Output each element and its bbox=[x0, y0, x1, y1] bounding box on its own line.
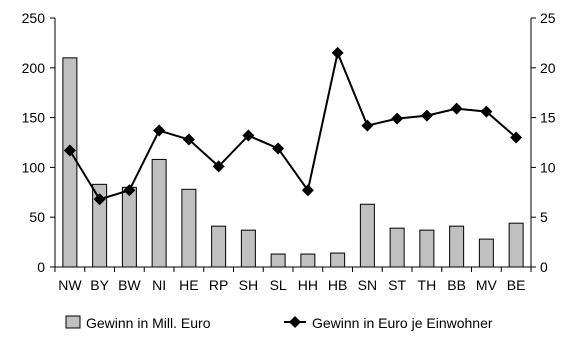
legend-bar-label: Gewinn in Mill. Euro bbox=[86, 315, 211, 331]
right-tick-label: 0 bbox=[540, 259, 548, 275]
point-BY bbox=[93, 193, 106, 206]
point-NI bbox=[153, 124, 166, 137]
x-tick-label: TH bbox=[418, 277, 437, 293]
bar-SH bbox=[240, 229, 256, 268]
right-tick-label: 5 bbox=[540, 209, 548, 225]
bar-BE bbox=[508, 222, 524, 268]
point-BW bbox=[123, 184, 136, 197]
bar-HH bbox=[300, 253, 316, 268]
x-axis: NW BY BW NI HE RP SH SL HH HB SN ST TH BB MV BE bbox=[54, 266, 532, 293]
bar-RP bbox=[211, 225, 227, 268]
x-tick-label: MV bbox=[476, 277, 498, 293]
bar-SN bbox=[359, 203, 375, 268]
right-tick-label: 10 bbox=[540, 159, 556, 175]
point-HB bbox=[331, 46, 344, 59]
point-SN bbox=[361, 119, 374, 132]
point-ST bbox=[391, 112, 404, 125]
left-tick-label: 100 bbox=[22, 159, 46, 175]
legend-line-label: Gewinn in Euro je Einwohner bbox=[312, 315, 493, 331]
legend-bar-swatch bbox=[65, 315, 81, 329]
point-HE bbox=[182, 133, 195, 146]
left-tick-label: 50 bbox=[29, 209, 45, 225]
line-path bbox=[69, 49, 517, 201]
point-SH bbox=[242, 129, 255, 142]
left-y-axis: 0 50 100 150 200 250 bbox=[22, 10, 56, 275]
bar-NW bbox=[62, 57, 78, 268]
left-tick-label: 0 bbox=[37, 259, 45, 275]
x-tick-label: HB bbox=[328, 277, 347, 293]
left-tick-label: 150 bbox=[22, 110, 46, 126]
point-MV bbox=[480, 105, 493, 118]
x-tick-label: NI bbox=[152, 277, 166, 293]
left-tick-label: 200 bbox=[22, 60, 46, 76]
x-tick-label: BB bbox=[447, 277, 466, 293]
x-tick-label: HE bbox=[179, 277, 198, 293]
point-SL bbox=[272, 142, 285, 155]
point-TH bbox=[420, 109, 433, 122]
bar-BY bbox=[92, 183, 108, 268]
point-RP bbox=[212, 160, 225, 173]
right-tick-label: 15 bbox=[540, 110, 556, 126]
point-BE bbox=[510, 131, 523, 144]
x-tick-label: RP bbox=[209, 277, 228, 293]
bar-HB bbox=[330, 252, 346, 268]
bar-series bbox=[62, 57, 524, 268]
legend-line-marker bbox=[289, 316, 301, 328]
bar-ST bbox=[389, 227, 405, 268]
bar-TH bbox=[419, 229, 435, 268]
point-NW bbox=[63, 144, 76, 157]
bar-MV bbox=[478, 238, 494, 268]
x-tick-label: ST bbox=[388, 277, 406, 293]
x-tick-label: SL bbox=[270, 277, 287, 293]
line-series bbox=[63, 46, 523, 206]
bar-NI bbox=[151, 158, 167, 268]
x-tick-label: SN bbox=[358, 277, 377, 293]
x-tick-label: NW bbox=[58, 277, 82, 293]
bar-SL bbox=[270, 253, 286, 268]
x-tick-label: BY bbox=[90, 277, 109, 293]
right-tick-label: 20 bbox=[540, 60, 556, 76]
right-tick-label: 25 bbox=[540, 10, 556, 26]
x-tick-label: BW bbox=[118, 277, 141, 293]
x-tick-label: BE bbox=[507, 277, 526, 293]
bar-BW bbox=[121, 186, 137, 268]
x-tick-label: HH bbox=[298, 277, 318, 293]
x-tick-label: SH bbox=[239, 277, 258, 293]
legend: Gewinn in Mill. Euro Gewinn in Euro je E… bbox=[65, 315, 493, 331]
bar-HE bbox=[181, 188, 197, 268]
bar-BB bbox=[449, 225, 465, 268]
left-tick-label: 250 bbox=[22, 10, 46, 26]
point-HH bbox=[301, 184, 314, 197]
point-BB bbox=[450, 102, 463, 115]
right-y-axis: 0 5 10 15 20 25 bbox=[530, 10, 556, 275]
